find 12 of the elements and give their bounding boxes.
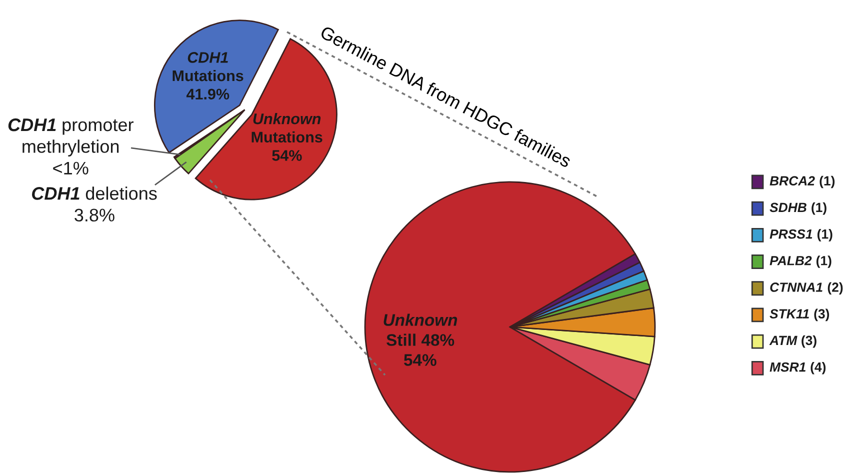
- legend-label: PALB2 (1): [770, 256, 832, 268]
- slice-label: CDH1 deletions 3.8%: [32, 186, 157, 222]
- legend-label: ATM (3): [769, 335, 816, 348]
- slice-label: Unknown Still 48% 54%: [384, 314, 458, 366]
- legend-label: MSR1 (4): [770, 362, 826, 374]
- legend-label: PRSS1 (1): [770, 229, 832, 242]
- legend-label: CTNNA1 (2): [770, 282, 843, 295]
- legend-label: SDHB (1): [770, 202, 826, 215]
- legend-label: BRCA2 (1): [770, 176, 835, 188]
- legend-label: STK11 (3): [770, 308, 830, 322]
- slice-label: CDH1 Mutations 41.9%: [172, 52, 244, 100]
- slice-label: Unknown Mutations 54%: [252, 113, 322, 161]
